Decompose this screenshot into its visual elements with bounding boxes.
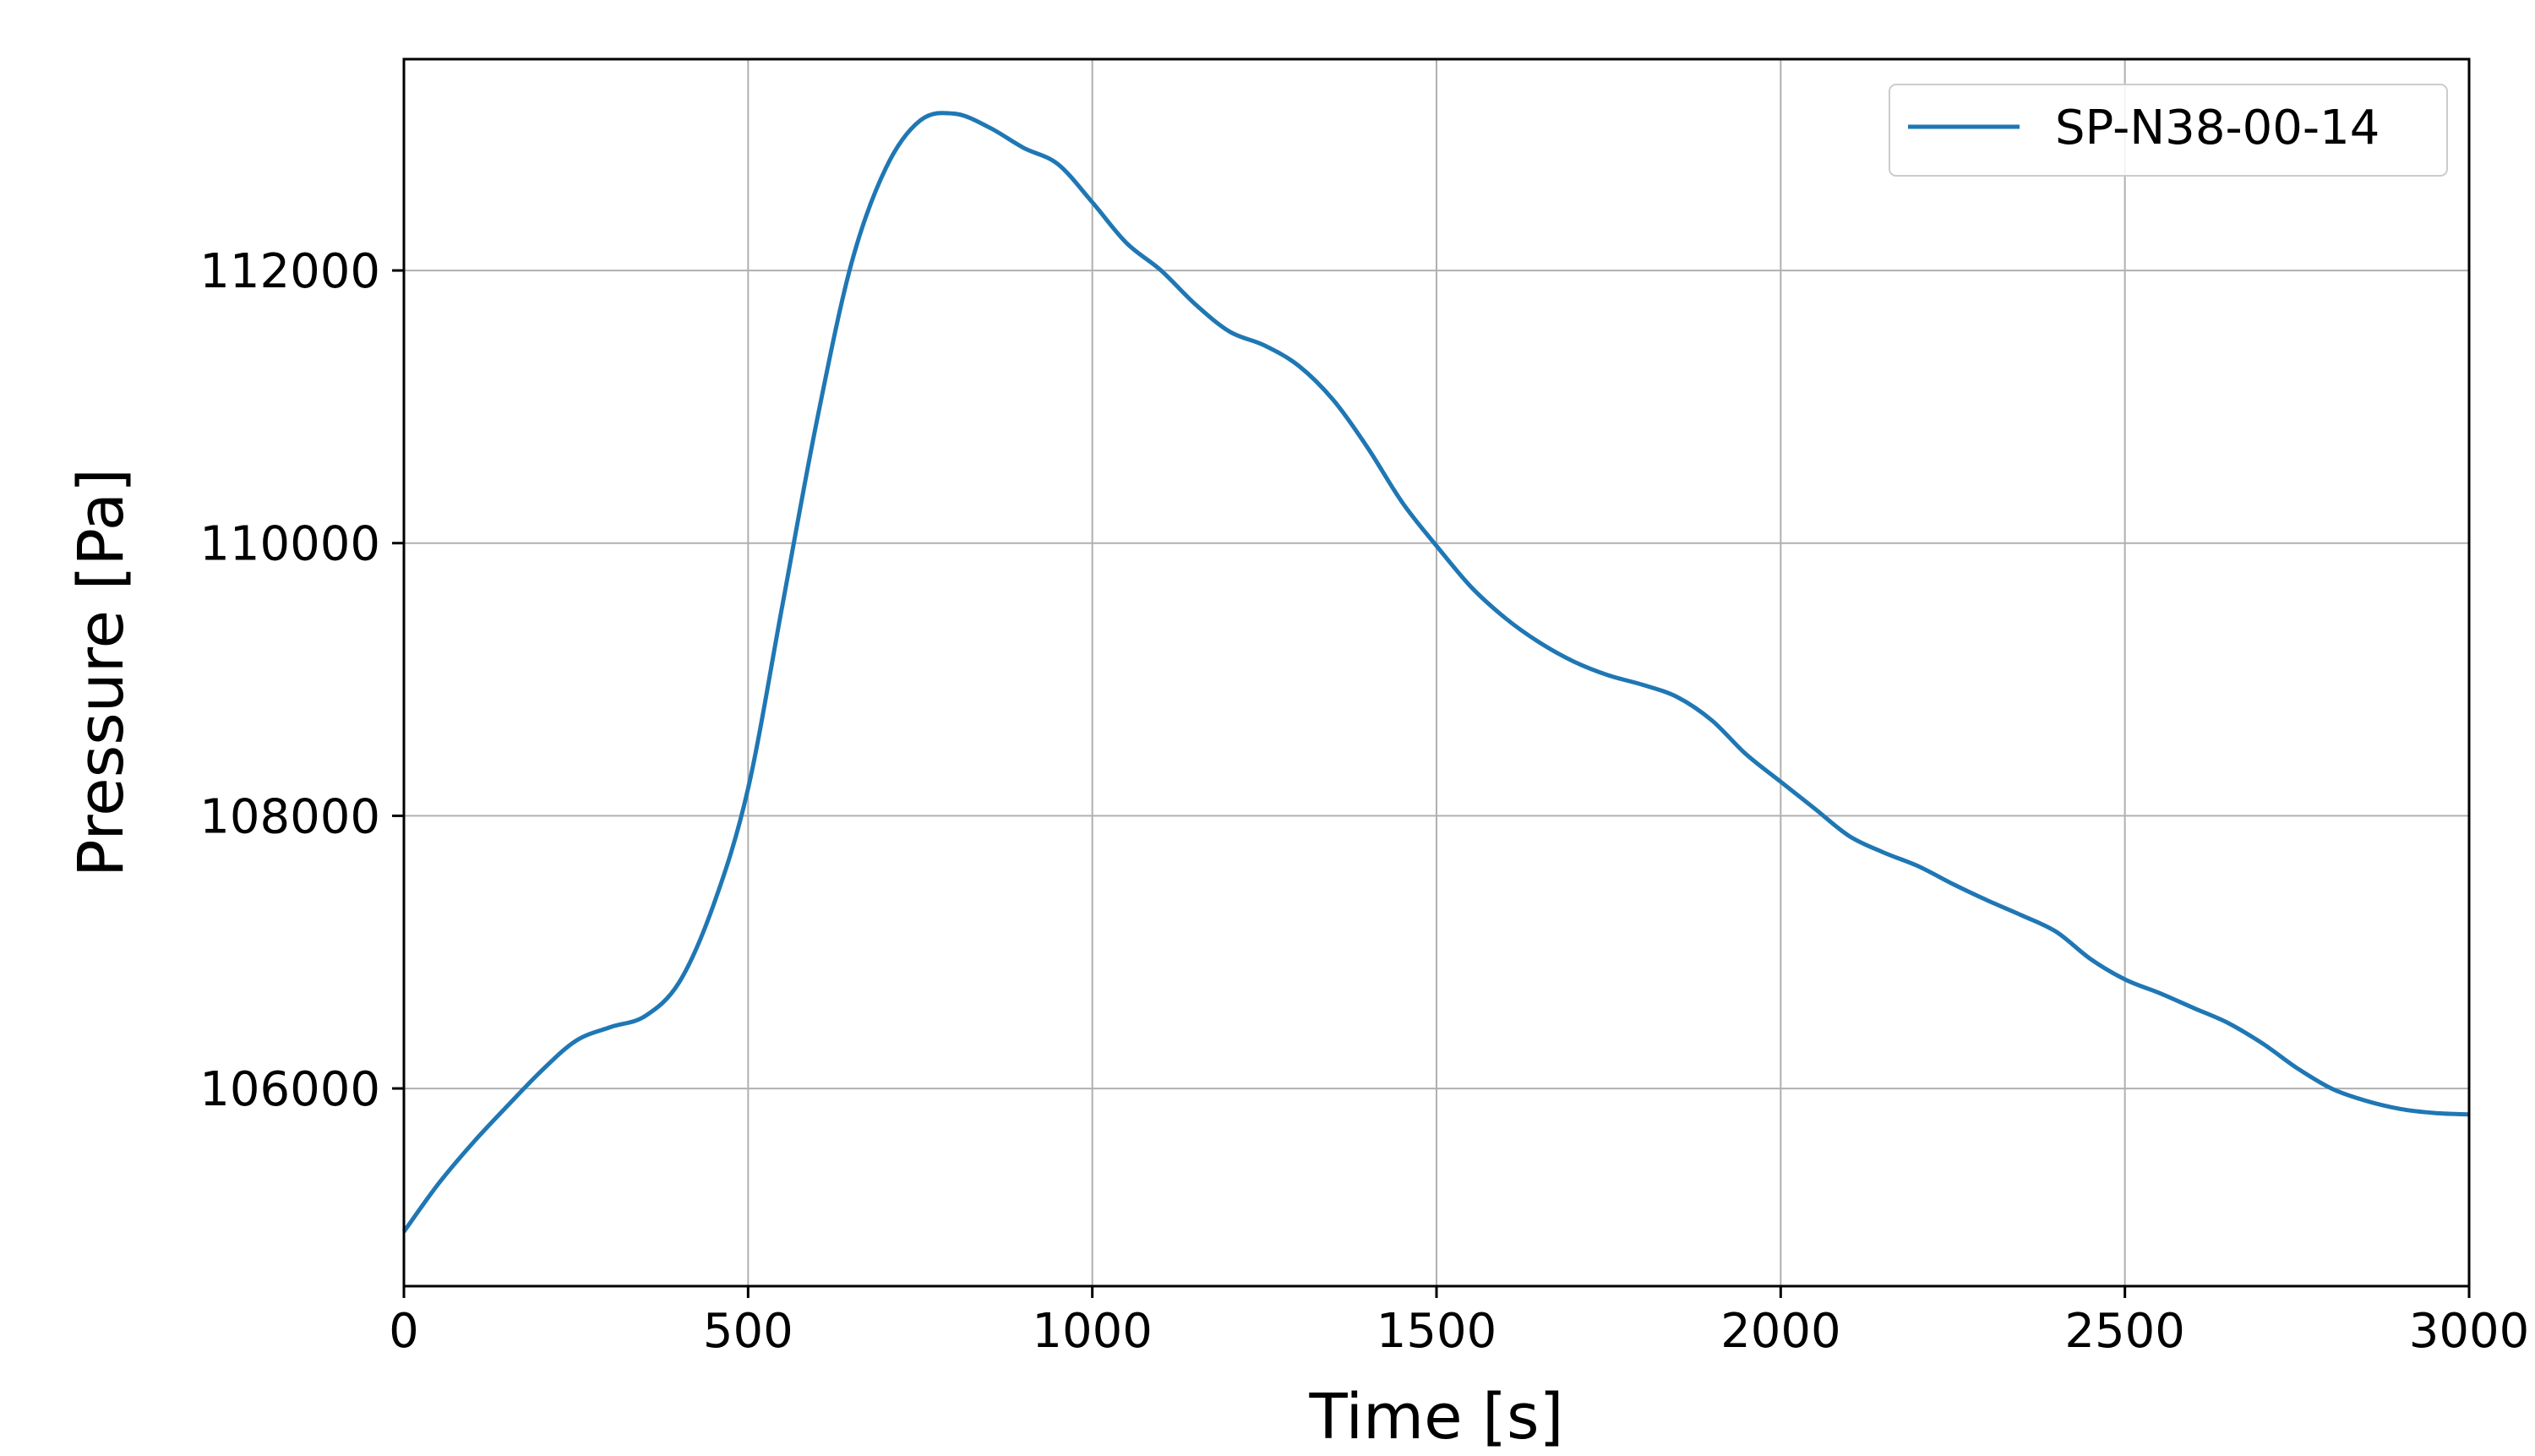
tick-layer xyxy=(392,269,2471,1298)
x-tick-label: 2500 xyxy=(2064,1304,2185,1359)
legend: SP-N38-00-14 xyxy=(1889,84,2448,177)
legend-box xyxy=(1889,84,2448,177)
grid-layer xyxy=(403,59,2470,1286)
y-tick-label: 110000 xyxy=(199,517,380,572)
x-tick-label: 1000 xyxy=(1032,1304,1153,1359)
y-axis-label: Pressure [Pa] xyxy=(65,468,138,877)
tick-label-layer: 0 500 1000 1500 2000 2500 3000 106000 108000 1100… xyxy=(199,244,2529,1359)
x-tick-label: 1500 xyxy=(1377,1304,1497,1359)
x-tick-label: 0 xyxy=(389,1304,419,1359)
y-tick-label: 106000 xyxy=(199,1062,380,1117)
legend-series-label: SP-N38-00-14 xyxy=(2055,101,2380,155)
y-tick-label: 112000 xyxy=(199,244,380,299)
x-tick-label: 500 xyxy=(703,1304,793,1359)
series-layer xyxy=(401,111,2470,1233)
x-tick-label: 3000 xyxy=(2409,1304,2530,1359)
series-line xyxy=(401,111,2470,1233)
y-tick-label: 108000 xyxy=(199,789,380,844)
x-tick-label: 2000 xyxy=(1720,1304,1841,1359)
x-axis-label: Time [s] xyxy=(1309,1381,1564,1452)
